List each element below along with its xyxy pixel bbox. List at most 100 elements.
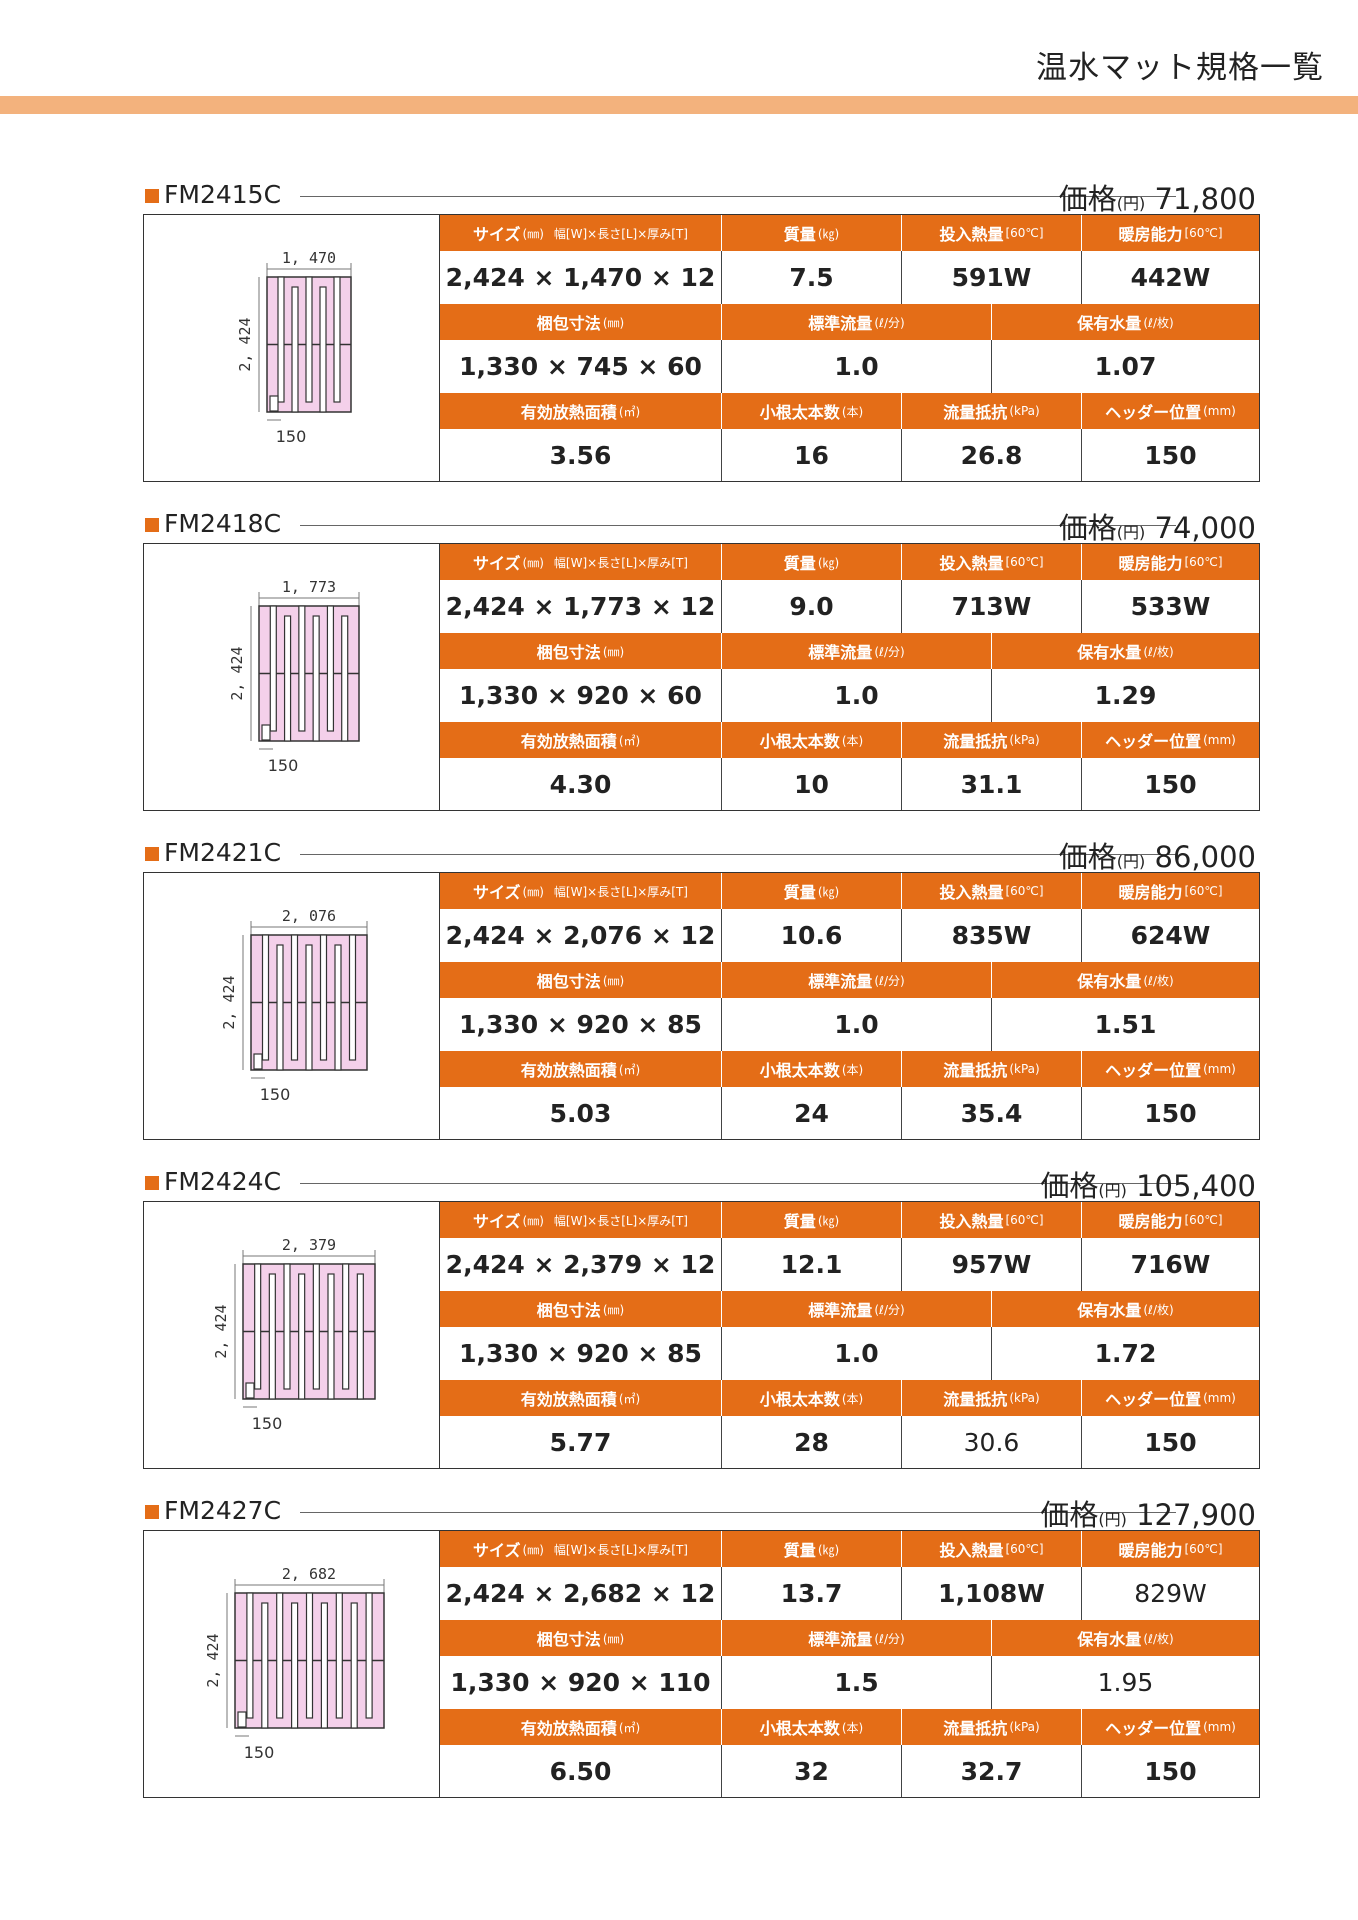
pipe-channel [319,286,327,413]
value-heat-input: 957W [901,1238,1081,1291]
value-branch-count: 24 [721,1087,901,1139]
value-heat-input: 835W [901,909,1081,962]
value-package-size: 1,330 × 920 × 85 [459,1010,702,1039]
header-rule [300,196,1176,197]
price-label: 価格 [1058,182,1117,216]
value-size: 2,424 × 2,076 × 12 [445,921,716,950]
value-heat-input: 713W [901,580,1081,633]
product-section: FM2418C 価格(円) 74,000 1, 773 2, 424 150 サイズ… [143,505,1260,811]
header-water-volume: 保有水量 (ℓ/枚) [991,304,1259,340]
mat-layout-diagram: 1, 773 2, 424 150 [228,578,360,775]
price: 価格(円) 74,000 [1059,505,1256,547]
value-heat-input: 1,108W [901,1567,1081,1620]
bullet-square-icon [145,1176,159,1190]
value-heating-capacity: 716W [1081,1238,1259,1291]
header-heating-capacity: 暖房能力 [60℃] [1081,1202,1259,1238]
pipe-channel [283,1263,291,1390]
pipe-channel [305,1592,314,1719]
value-effective-area: 5.77 [549,1427,612,1457]
spec-card: 2, 076 2, 424 150 サイズ (㎜) 幅[W]×長さ[L]×厚み[T] 質… [143,872,1260,1140]
value-mass: 7.5 [721,251,901,304]
header-heat-input: 投入熱量 [60℃] [901,1202,1081,1238]
price-unit: (円) [1116,852,1146,871]
pipe-channel [276,944,284,1071]
value-branch-count: 10 [721,758,901,810]
header-branch-count: 小根太本数 (本) [721,1380,901,1416]
mat-drawing: 1, 470 2, 424 150 [144,215,440,481]
header-box [253,1053,263,1070]
price-value: 86,000 [1154,840,1256,874]
header-box [269,395,279,412]
value-package-size: 1,330 × 745 × 60 [459,352,702,381]
product-section: FM2427C 価格(円) 127,900 2, 682 2, 424 150 サイ… [143,1494,1260,1798]
price-value: 71,800 [1154,182,1256,216]
value-header-position: 150 [1081,429,1259,481]
spec-table: サイズ (㎜) 幅[W]×長さ[L]×厚み[T] 質量 (㎏) 投入熱量 [60℃] 暖… [440,1202,1259,1468]
header-size: サイズ (㎜) 幅[W]×長さ[L]×厚み[T] [473,1541,688,1560]
header-size: サイズ (㎜) 幅[W]×長さ[L]×厚み[T] [473,883,688,902]
width-dimension-label: 2, 682 [282,1565,336,1583]
spec-card: 2, 379 2, 424 150 サイズ (㎜) 幅[W]×長さ[L]×厚み[T] 質… [143,1201,1260,1469]
header-effective-area: 有効放熱面積 (㎡) [520,1390,641,1409]
value-water-volume: 1.29 [991,669,1259,722]
bullet-square-icon [145,518,159,532]
bullet-square-icon [145,1505,159,1519]
pipe-channel [333,276,341,403]
pipe-channel [283,615,292,742]
value-header-position: 150 [1081,1416,1259,1468]
product-section: FM2421C 価格(円) 86,000 2, 076 2, 424 150 サイズ… [143,836,1260,1140]
pipe-channel [305,276,313,403]
price-value: 127,900 [1136,1498,1256,1532]
header-size: サイズ (㎜) 幅[W]×長さ[L]×厚み[T] [473,1212,688,1231]
bullet-square-icon [145,847,159,861]
pipe-channel [327,1273,335,1400]
header-flow-resistance: 流量抵抗 (kPa) [901,1051,1081,1087]
value-mass: 10.6 [721,909,901,962]
header-package-size: 梱包寸法 (㎜) [536,972,625,991]
header-water-volume: 保有水量 (ℓ/枚) [991,962,1259,998]
value-flow-resistance: 26.8 [901,429,1081,481]
pipe-channel [350,1602,358,1729]
section-header: FM2421C 価格(円) 86,000 [143,836,1260,874]
spec-card: 1, 773 2, 424 150 サイズ (㎜) 幅[W]×長さ[L]×厚み[T] 質… [143,543,1260,811]
model-name: FM2418C [164,509,282,538]
value-mass: 13.7 [721,1567,901,1620]
value-package-size: 1,330 × 920 × 60 [459,681,702,710]
pipe-channel [246,1592,254,1719]
length-dimension-label: 2, 424 [236,317,254,371]
header-heating-capacity: 暖房能力 [60℃] [1081,544,1259,580]
product-section: FM2415C 価格(円) 71,800 1, 470 2, 424 150 サイズ… [143,178,1260,482]
pipe-channel [341,615,349,742]
spec-table: サイズ (㎜) 幅[W]×長さ[L]×厚み[T] 質量 (㎏) 投入熱量 [60℃] 暖… [440,1531,1259,1797]
header-dimension-label: 150 [276,427,307,446]
header-mass: 質量 (㎏) [721,1202,901,1238]
pipe-channel [365,1592,373,1719]
section-header: FM2424C 価格(円) 105,400 [143,1165,1260,1203]
header-branch-count: 小根太本数 (本) [721,1051,901,1087]
value-size: 2,424 × 1,470 × 12 [445,263,716,292]
mat-drawing: 2, 379 2, 424 150 [144,1202,440,1468]
value-header-position: 150 [1081,1745,1259,1797]
header-dimension-label: 150 [252,1414,283,1433]
header-branch-count: 小根太本数 (本) [721,722,901,758]
value-effective-area: 3.56 [549,440,612,470]
header-size: サイズ (㎜) 幅[W]×長さ[L]×厚み[T] [473,554,688,573]
header-heat-input: 投入熱量 [60℃] [901,873,1081,909]
header-flow-resistance: 流量抵抗 (kPa) [901,722,1081,758]
width-dimension-label: 2, 076 [282,907,336,925]
price-label: 価格 [1058,840,1117,874]
section-header: FM2427C 価格(円) 127,900 [143,1494,1260,1532]
value-package-size: 1,330 × 920 × 85 [459,1339,702,1368]
header-flow-resistance: 流量抵抗 (kPa) [901,1380,1081,1416]
header-rule [300,1183,1176,1184]
pipe-channel [268,1273,276,1400]
value-size: 2,424 × 1,773 × 12 [445,592,716,621]
price: 価格(円) 105,400 [1040,1163,1256,1205]
pipe-channel [298,605,306,732]
mat-layout-diagram: 2, 379 2, 424 150 [212,1236,376,1433]
header-heating-capacity: 暖房能力 [60℃] [1081,873,1259,909]
pipe-channel [320,1602,328,1729]
pipe-channel [312,615,320,742]
price-unit: (円) [1098,1181,1127,1200]
page-title: 温水マット規格一覧 [1036,50,1324,86]
